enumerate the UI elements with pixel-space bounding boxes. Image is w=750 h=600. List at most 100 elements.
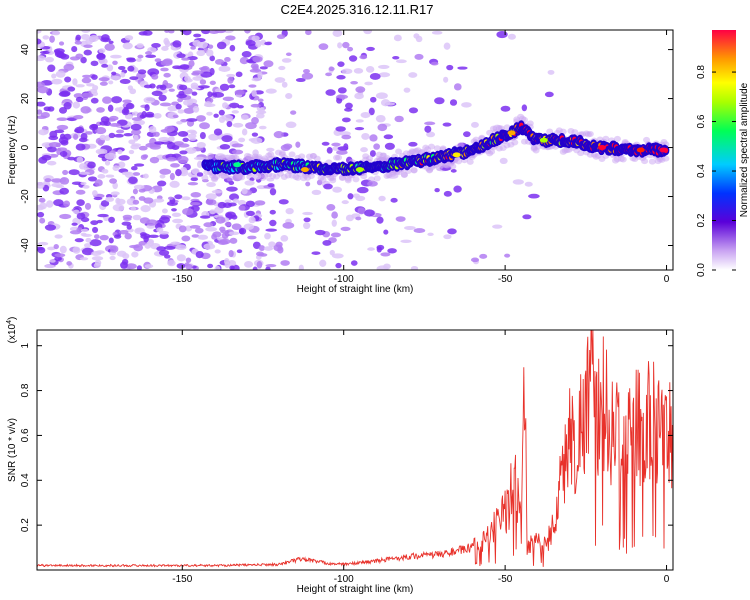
noise-blob [183,99,193,106]
noise-blob [348,55,358,62]
spectrogram-heatmap [37,30,670,270]
noise-blob [111,71,117,76]
snr-y-scale: (x104) [6,317,18,344]
noise-blob [504,253,511,258]
noise-blob [447,228,457,235]
noise-blob [193,33,202,38]
noise-blob [37,30,42,34]
noise-blob [247,235,257,240]
noise-blob [99,234,109,241]
noise-blob [157,180,167,187]
noise-blob [80,56,87,64]
noise-blob [395,59,407,64]
noise-blob [189,137,197,141]
noise-blob [280,260,290,266]
noise-blob [148,125,157,133]
spectrogram-panel: -150 -100 -50 0 -40 -20 0 20 40 Height of straig… [7,29,674,295]
noise-blob [99,134,106,141]
noise-blob [325,89,336,96]
ridge-halo [400,172,408,179]
noise-blob [266,147,275,152]
noise-blob [363,30,373,35]
noise-blob [265,264,277,268]
noise-blob [377,64,390,69]
noise-blob [222,96,235,102]
noise-blob [321,141,330,146]
noise-blob [209,80,216,86]
noise-blob [100,37,111,43]
noise-blob [228,231,240,236]
noise-blob [116,250,127,257]
noise-blob [79,171,91,175]
noise-blob [355,195,366,202]
noise-blob [273,131,284,139]
noise-blob [393,34,402,42]
noise-blob [163,245,176,250]
noise-blob [345,214,354,222]
noise-blob [171,212,182,217]
colorbar-label: Normalized spectral amplitude [739,82,750,217]
noise-blob [212,231,222,238]
noise-blob [305,181,311,187]
noise-blob [171,208,177,212]
noise-blob [285,207,294,215]
noise-blob [190,82,199,89]
noise-blob [251,77,262,82]
noise-blob [215,216,226,224]
noise-blob [547,69,555,75]
ridge-halo [207,152,215,159]
noise-blob [89,124,99,131]
noise-blob [254,40,262,48]
noise-blob [341,200,349,205]
noise-blob [281,58,292,63]
noise-blob [232,122,244,128]
noise-blob [384,102,396,106]
noise-blob [94,179,103,187]
noise-blob [37,38,42,45]
noise-blob [303,68,310,74]
noise-blob [221,232,229,240]
noise-blob [158,249,170,256]
noise-blob [156,227,164,233]
noise-blob [225,211,237,219]
noise-blob [383,229,389,235]
ridge-peak [597,145,606,151]
noise-blob [90,60,99,67]
noise-blob [81,30,91,34]
noise-blob [59,150,68,158]
noise-blob [359,55,368,60]
ridge-peak [539,137,548,143]
noise-blob [49,130,58,138]
noise-blob [114,107,122,112]
noise-blob [341,68,353,75]
noise-blob [107,104,114,112]
noise-blob [199,131,206,140]
ridge-peak [659,147,668,153]
noise-blob [37,211,45,218]
noise-blob [178,225,187,233]
noise-blob [392,55,400,60]
noise-blob [221,135,233,143]
noise-blob [238,137,246,143]
noise-blob [322,239,332,246]
noise-blob [47,246,56,251]
colorbar-tick-label: 0.8 [696,65,707,79]
noise-blob [137,54,144,59]
snr-series [37,330,673,568]
noise-blob [180,166,188,175]
ridge-peak [636,147,645,153]
noise-blob [303,222,311,230]
noise-blob [143,197,154,204]
noise-blob [426,131,436,138]
noise-blob [87,176,98,182]
noise-blob [120,72,126,78]
noise-blob [199,122,210,130]
noise-blob [81,92,94,98]
noise-blob [355,86,366,93]
ridge-halo [201,175,209,182]
noise-blob [169,172,175,181]
noise-blob [51,78,63,85]
noise-blob [80,133,88,140]
noise-blob [512,179,524,185]
noise-blob [190,130,198,135]
